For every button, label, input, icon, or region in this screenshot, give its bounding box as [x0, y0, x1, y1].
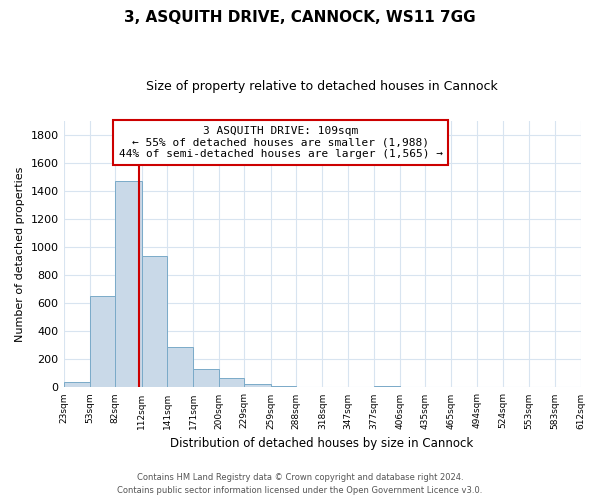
- Text: 3, ASQUITH DRIVE, CANNOCK, WS11 7GG: 3, ASQUITH DRIVE, CANNOCK, WS11 7GG: [124, 10, 476, 25]
- X-axis label: Distribution of detached houses by size in Cannock: Distribution of detached houses by size …: [170, 437, 473, 450]
- Bar: [271, 386, 296, 388]
- Text: 3 ASQUITH DRIVE: 109sqm
← 55% of detached houses are smaller (1,988)
44% of semi: 3 ASQUITH DRIVE: 109sqm ← 55% of detache…: [119, 126, 443, 159]
- Bar: [167, 346, 193, 388]
- Text: Contains HM Land Registry data © Crown copyright and database right 2024.
Contai: Contains HM Land Registry data © Crown c…: [118, 474, 482, 495]
- Bar: [64, 382, 90, 388]
- Bar: [115, 181, 142, 388]
- Y-axis label: Number of detached properties: Number of detached properties: [15, 166, 25, 342]
- Bar: [374, 386, 400, 388]
- Title: Size of property relative to detached houses in Cannock: Size of property relative to detached ho…: [146, 80, 498, 93]
- Bar: [142, 256, 167, 388]
- Bar: [244, 384, 271, 388]
- Bar: [90, 296, 115, 388]
- Bar: [219, 378, 244, 388]
- Bar: [193, 369, 219, 388]
